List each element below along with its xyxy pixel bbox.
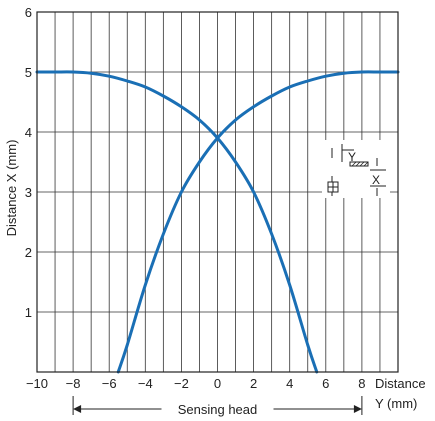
sensing-head-annotation: Sensing head — [72, 396, 363, 417]
y-tick-label: 3 — [25, 185, 32, 200]
inset-diagram: Y X — [322, 140, 390, 198]
series-lines — [35, 70, 400, 374]
x-tick-label: −10 — [26, 376, 48, 391]
y-tick-labels: 1 2 3 4 5 6 — [25, 5, 32, 320]
x-tick-label: 6 — [322, 376, 329, 391]
x-axis-label-line2: Y (mm) — [375, 396, 417, 411]
x-tick-labels: −10 −8 −6 −4 −2 0 2 4 6 8 — [26, 376, 366, 391]
sensing-head-label: Sensing head — [178, 402, 258, 417]
x-tick-label: 2 — [250, 376, 257, 391]
series-line-2 — [116, 70, 400, 374]
x-tick-label: 8 — [358, 376, 365, 391]
sensing-head-arrowhead-left — [73, 405, 82, 413]
y-tick-label: 5 — [25, 65, 32, 80]
y-axis-label: Distance X (mm) — [4, 140, 19, 237]
x-tick-label: −8 — [66, 376, 81, 391]
y-tick-label: 6 — [25, 5, 32, 20]
inset-label-y: Y — [348, 150, 356, 164]
inset-label-x: X — [372, 173, 380, 187]
x-tick-label: 0 — [214, 376, 221, 391]
x-tick-label: 4 — [286, 376, 293, 391]
plot-frame — [36, 11, 399, 373]
x-tick-label: −6 — [102, 376, 117, 391]
y-tick-label: 1 — [25, 305, 32, 320]
x-tick-label: −4 — [138, 376, 153, 391]
y-tick-label: 2 — [25, 245, 32, 260]
inset-target-icon — [349, 161, 369, 167]
x-axis-label-line1: Distance — [375, 376, 426, 391]
sensing-head-arrowhead-right — [353, 405, 362, 413]
x-tick-label: −2 — [174, 376, 189, 391]
y-tick-label: 4 — [25, 125, 32, 140]
series-line-1 — [35, 70, 319, 374]
